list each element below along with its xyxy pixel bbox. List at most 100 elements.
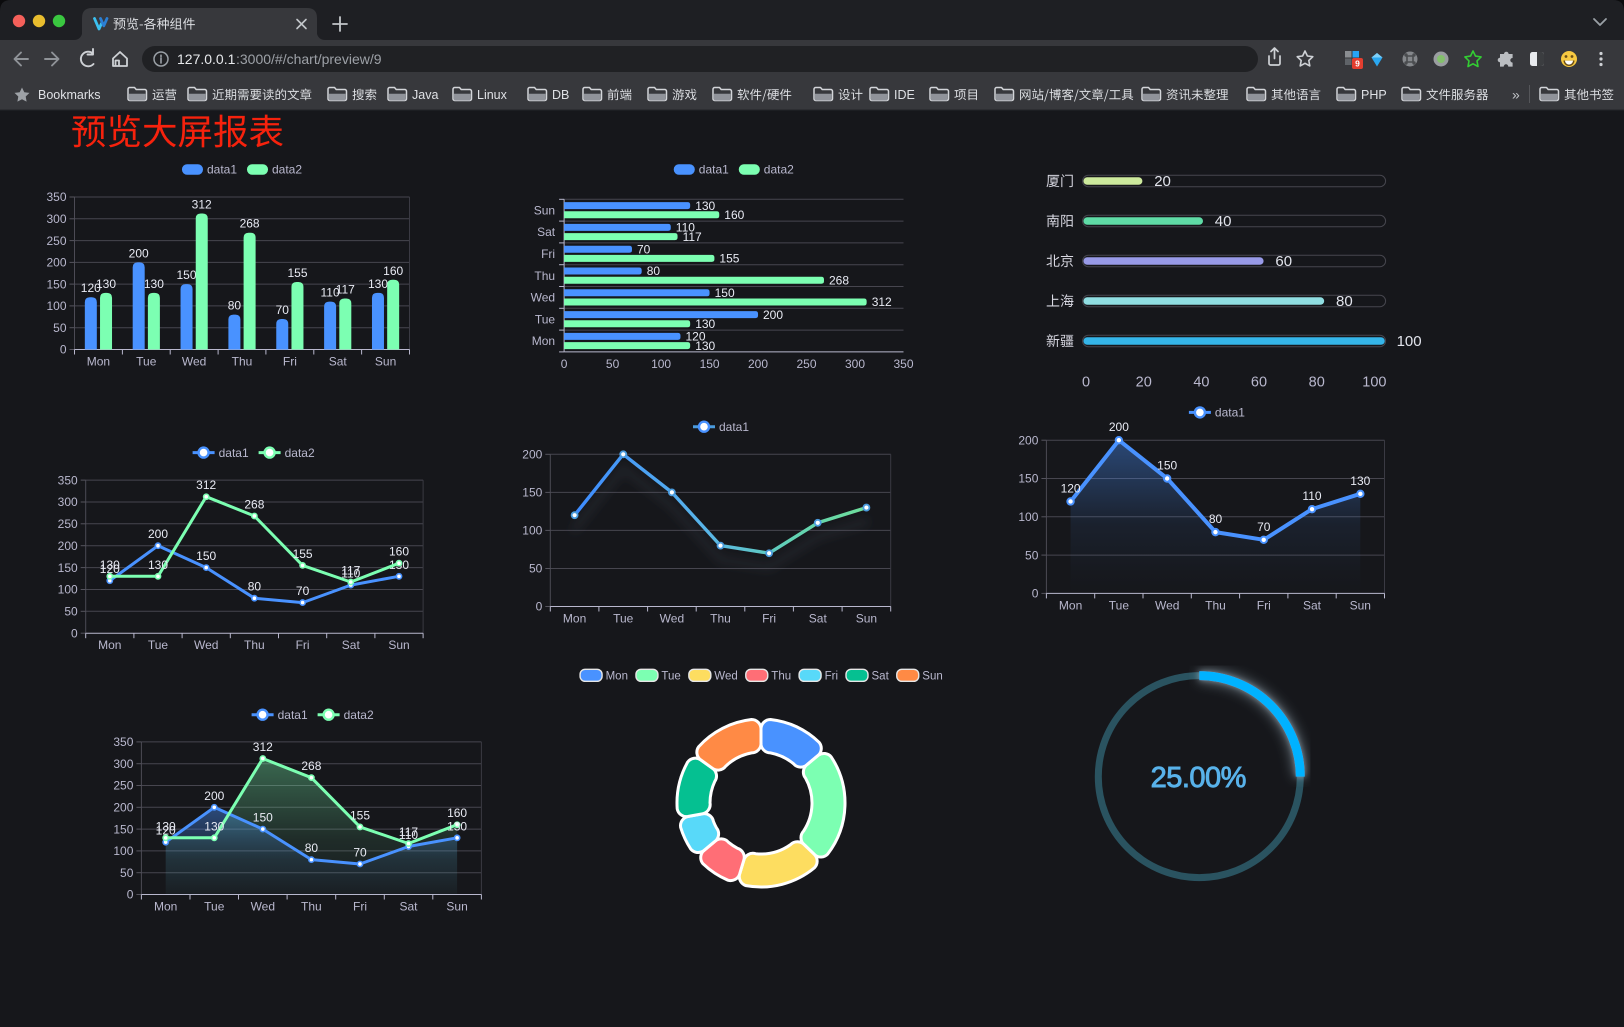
svg-text:150: 150 <box>522 486 542 500</box>
svg-text:130: 130 <box>148 558 168 572</box>
svg-text:Wed: Wed <box>660 612 684 626</box>
svg-text:130: 130 <box>100 558 120 572</box>
svg-text:100: 100 <box>522 524 542 538</box>
svg-text:0: 0 <box>561 357 568 371</box>
svg-text:Sun: Sun <box>534 203 555 217</box>
svg-text:Sun: Sun <box>446 900 467 914</box>
svg-text:300: 300 <box>58 495 78 509</box>
svg-text:100: 100 <box>113 844 133 858</box>
svg-text:20: 20 <box>1154 173 1171 190</box>
svg-text:Tue: Tue <box>661 670 680 682</box>
svg-text:110: 110 <box>399 828 418 842</box>
svg-text:Mon: Mon <box>87 355 110 369</box>
svg-text:200: 200 <box>522 448 542 462</box>
svg-text:50: 50 <box>529 562 543 576</box>
svg-text:150: 150 <box>113 822 133 836</box>
svg-text:268: 268 <box>301 759 321 773</box>
svg-text:150: 150 <box>253 811 273 825</box>
svg-text:200: 200 <box>1018 433 1038 447</box>
svg-text:127.0.0.1: 127.0.0.1 <box>177 51 236 67</box>
svg-text:80: 80 <box>1309 375 1325 391</box>
svg-text:300: 300 <box>113 757 133 771</box>
svg-text:»: » <box>1512 87 1520 103</box>
svg-text:Thu: Thu <box>301 900 322 914</box>
svg-text:Sat: Sat <box>399 900 418 914</box>
svg-text:0: 0 <box>1032 587 1039 601</box>
svg-text:350: 350 <box>46 190 66 204</box>
svg-text:data2: data2 <box>344 708 374 722</box>
svg-text:50: 50 <box>53 321 67 335</box>
svg-text:350: 350 <box>58 473 78 487</box>
svg-text:200: 200 <box>1109 420 1129 434</box>
svg-text:Fri: Fri <box>541 247 555 261</box>
svg-text:0: 0 <box>536 600 543 614</box>
svg-text:80: 80 <box>1336 293 1353 310</box>
svg-text:Thu: Thu <box>1205 598 1226 612</box>
svg-text:data1: data1 <box>207 163 237 177</box>
svg-text:Wed: Wed <box>194 638 218 652</box>
svg-text:130: 130 <box>695 339 715 353</box>
svg-text:Sat: Sat <box>872 670 890 682</box>
svg-text:100: 100 <box>1018 510 1038 524</box>
svg-text:Tue: Tue <box>535 312 556 326</box>
svg-text:Mon: Mon <box>98 638 121 652</box>
svg-text:0: 0 <box>71 626 78 640</box>
svg-text:Fri: Fri <box>353 900 367 914</box>
svg-text:130: 130 <box>1350 474 1370 488</box>
svg-text:80: 80 <box>1209 512 1223 526</box>
svg-text:80: 80 <box>248 580 262 594</box>
svg-text:80: 80 <box>228 299 242 313</box>
svg-text:110: 110 <box>1302 489 1321 503</box>
svg-text:PHP: PHP <box>1361 88 1387 102</box>
svg-text:155: 155 <box>293 547 313 561</box>
svg-text:Wed: Wed <box>251 900 275 914</box>
svg-text:Tue: Tue <box>148 638 169 652</box>
svg-text:130: 130 <box>695 199 715 213</box>
svg-text:100: 100 <box>651 357 671 371</box>
svg-text:data1: data1 <box>719 420 749 434</box>
svg-text:200: 200 <box>148 527 168 541</box>
svg-text:Thu: Thu <box>232 355 253 369</box>
svg-text:150: 150 <box>46 277 66 291</box>
svg-text:312: 312 <box>196 478 216 492</box>
svg-text:data2: data2 <box>764 163 794 177</box>
svg-text:Tue: Tue <box>1109 598 1130 612</box>
svg-text:250: 250 <box>113 779 133 793</box>
svg-text:312: 312 <box>872 295 892 309</box>
svg-text:120: 120 <box>81 281 101 295</box>
svg-text:Wed: Wed <box>182 355 206 369</box>
svg-text:312: 312 <box>192 198 212 212</box>
svg-text:155: 155 <box>719 252 739 266</box>
svg-text:Thu: Thu <box>710 612 731 626</box>
svg-text:130: 130 <box>447 819 467 833</box>
svg-text:160: 160 <box>383 264 403 278</box>
svg-text:200: 200 <box>46 256 66 270</box>
svg-text:Mon: Mon <box>563 612 586 626</box>
svg-text:268: 268 <box>240 217 260 231</box>
svg-text:Thu: Thu <box>534 269 555 283</box>
svg-text:150: 150 <box>715 286 735 300</box>
svg-text:50: 50 <box>1025 548 1039 562</box>
svg-text:Mon: Mon <box>1059 598 1082 612</box>
svg-text:155: 155 <box>350 808 370 822</box>
svg-text:130: 130 <box>96 277 116 291</box>
svg-text:80: 80 <box>647 264 661 278</box>
svg-text:155: 155 <box>287 266 307 280</box>
svg-text:70: 70 <box>1257 520 1271 534</box>
svg-text:Fri: Fri <box>762 612 776 626</box>
svg-text:Tue: Tue <box>136 355 157 369</box>
svg-text:data2: data2 <box>272 163 302 177</box>
svg-text:60: 60 <box>1251 375 1267 391</box>
svg-text:117: 117 <box>341 564 360 578</box>
svg-text:200: 200 <box>763 308 783 322</box>
svg-text:Sat: Sat <box>809 612 828 626</box>
svg-text:100: 100 <box>1362 375 1386 391</box>
svg-text:100: 100 <box>1397 333 1422 350</box>
svg-text:117: 117 <box>683 230 702 244</box>
svg-text:200: 200 <box>748 357 768 371</box>
svg-text:70: 70 <box>296 584 310 598</box>
svg-text:250: 250 <box>46 234 66 248</box>
svg-text:350: 350 <box>113 735 133 749</box>
svg-text:120: 120 <box>1061 482 1081 496</box>
svg-text:120: 120 <box>100 562 120 576</box>
